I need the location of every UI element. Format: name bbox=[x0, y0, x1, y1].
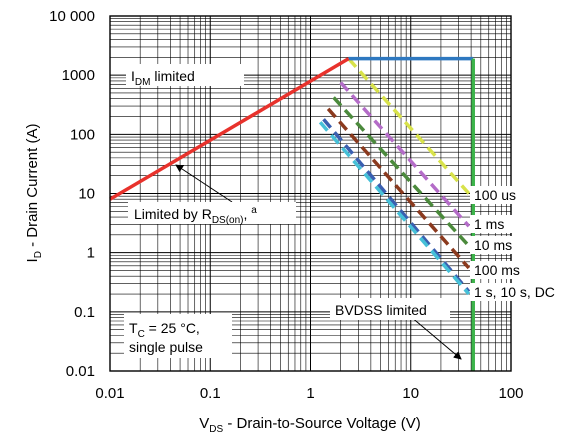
y-tick-label: 0.01 bbox=[66, 363, 95, 380]
series-dc2 bbox=[318, 121, 471, 296]
y-axis-label: ID - Drain Current (A) bbox=[24, 124, 44, 263]
x-tick-label: 0.1 bbox=[200, 385, 221, 402]
bvdss-label: BVDSS limited bbox=[335, 302, 427, 318]
y-tick-label: 1000 bbox=[62, 67, 95, 84]
bvdss-label-box bbox=[330, 298, 450, 320]
rds-label: Limited by RDS(on), a bbox=[134, 205, 257, 226]
bvdss-annotation: BVDSS limited bbox=[330, 298, 462, 360]
y-tick-label: 10 000 bbox=[49, 8, 95, 25]
y-tick-label: 100 bbox=[70, 126, 95, 143]
rds-annotation: Limited by RDS(on), a bbox=[128, 164, 296, 226]
label-1ms: 1 ms bbox=[474, 216, 504, 232]
x-tick-label: 0.01 bbox=[95, 385, 124, 402]
conditions-box bbox=[124, 314, 232, 358]
curve-labels: 100 us 1 ms 10 ms 100 ms 1 s, 10 s, DC bbox=[470, 186, 576, 301]
conditions-line-1: TC = 25 °C, bbox=[129, 320, 200, 340]
label-1ms-box bbox=[470, 215, 514, 233]
rds-label-box bbox=[128, 202, 296, 224]
conditions-line-2: single pulse bbox=[129, 339, 203, 355]
label-100ms: 100 ms bbox=[474, 262, 520, 278]
conditions-annotation: TC = 25 °C, single pulse bbox=[124, 314, 232, 358]
idm-label: IDM limited bbox=[131, 68, 195, 88]
bvdss-arrow bbox=[409, 315, 462, 360]
x-tick-label: 1 bbox=[306, 385, 314, 402]
label-100us-box bbox=[470, 186, 526, 204]
idm-label-box bbox=[126, 64, 244, 86]
series-rds bbox=[109, 57, 350, 201]
y-tick-labels: 0.01 0.1 1 10 100 1000 10 000 bbox=[49, 8, 95, 380]
label-10ms: 10 ms bbox=[474, 237, 512, 253]
series-ms100 bbox=[326, 107, 471, 270]
x-axis-label: VDS - Drain-to-Source Voltage (V) bbox=[199, 415, 421, 435]
series-ms1 bbox=[339, 81, 471, 228]
label-100ms-box bbox=[470, 261, 530, 279]
y-tick-label: 0.1 bbox=[74, 304, 95, 321]
series-us100 bbox=[347, 57, 471, 195]
idm-annotation: IDM limited bbox=[126, 64, 244, 88]
curves bbox=[109, 56, 475, 371]
y-tick-label: 1 bbox=[87, 245, 95, 262]
x-tick-label: 100 bbox=[498, 385, 523, 402]
label-100us: 100 us bbox=[474, 187, 516, 203]
x-tick-label: 10 bbox=[402, 385, 419, 402]
rds-arrow bbox=[175, 164, 233, 203]
label-dc: 1 s, 10 s, DC bbox=[474, 284, 555, 300]
label-10ms-box bbox=[470, 236, 522, 254]
y-tick-label: 10 bbox=[78, 186, 95, 203]
x-tick-labels: 0.01 0.1 1 10 100 bbox=[95, 385, 523, 402]
series-dc bbox=[322, 118, 471, 293]
label-dc-box bbox=[470, 283, 576, 301]
